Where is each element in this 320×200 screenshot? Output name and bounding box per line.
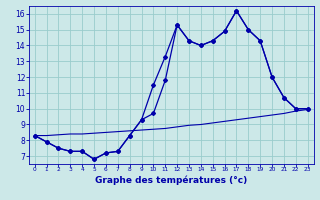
X-axis label: Graphe des températures (°c): Graphe des températures (°c)	[95, 175, 247, 185]
